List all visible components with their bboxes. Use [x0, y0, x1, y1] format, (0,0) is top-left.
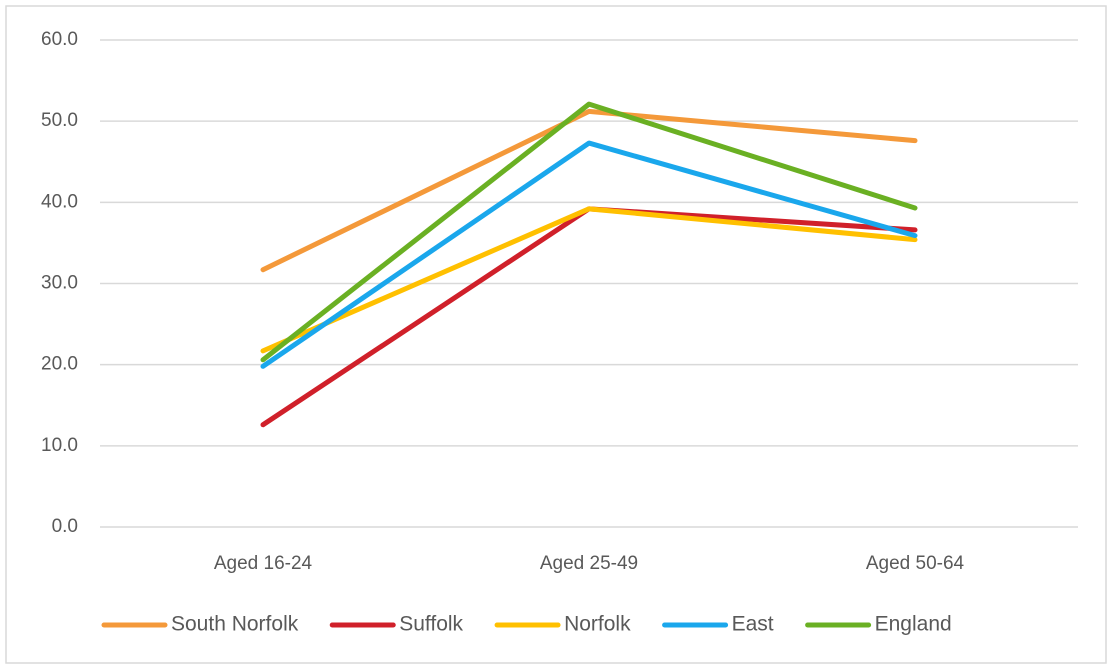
y-tick-label: 50.0: [41, 110, 78, 131]
series-line: [260, 101, 918, 363]
x-tick-label: Aged 16-24: [214, 553, 313, 574]
y-tick-label: 20.0: [41, 354, 78, 375]
legend-label: East: [732, 613, 774, 636]
legend-label: England: [875, 613, 952, 636]
series-line: [260, 140, 918, 369]
legend-label: Suffolk: [399, 613, 463, 636]
series-line: [260, 108, 918, 273]
chart-frame: [5, 5, 1107, 664]
y-tick-label: 0.0: [52, 516, 78, 537]
legend-label: South Norfolk: [171, 613, 299, 636]
y-tick-label: 40.0: [41, 191, 78, 212]
y-tick-label: 30.0: [41, 273, 78, 294]
series-line: [260, 206, 918, 354]
y-tick-label: 10.0: [41, 435, 78, 456]
x-tick-label: Aged 25-49: [540, 553, 638, 574]
x-tick-label: Aged 50-64: [866, 553, 965, 574]
y-tick-label: 60.0: [41, 29, 78, 50]
legend-label: Norfolk: [564, 613, 631, 636]
